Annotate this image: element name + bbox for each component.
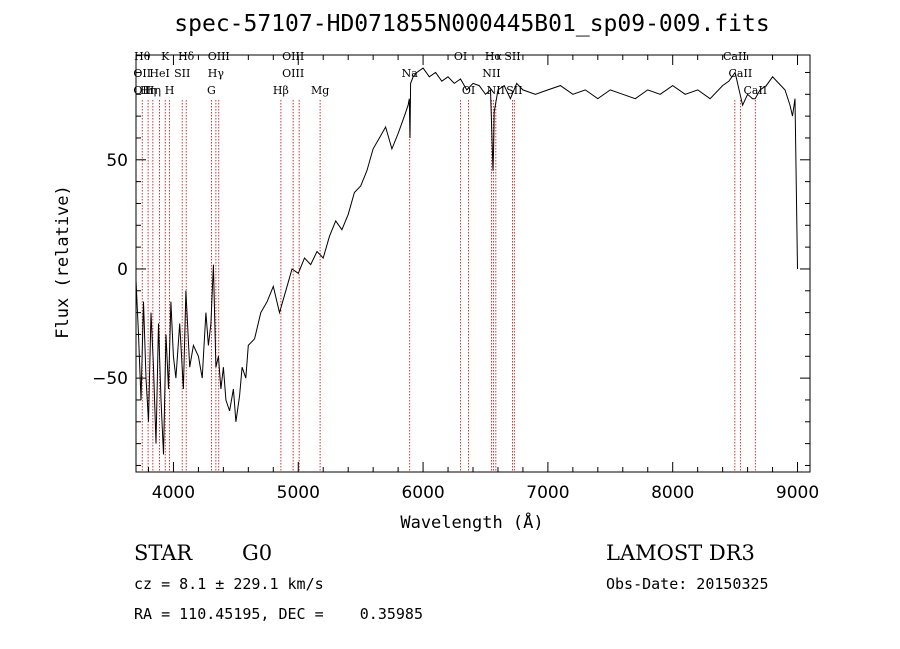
spectrum-line [135, 67, 798, 455]
marker-label: Mg [311, 84, 329, 97]
x-tick-label: 5000 [277, 483, 320, 503]
marker-label: CaII [723, 50, 747, 63]
redshift-text: cz = 8.1 ± 229.1 km/s [134, 575, 324, 593]
object-subclass: G0 [242, 541, 272, 565]
x-tick-label: 4000 [152, 483, 195, 503]
x-tick-label: 9000 [776, 483, 819, 503]
marker-label: CaII [743, 84, 767, 97]
survey-name: LAMOST DR3 [606, 541, 755, 565]
x-tick-label: 8000 [651, 483, 694, 503]
marker-label: CaII [729, 67, 753, 80]
marker-label: Hγ [208, 67, 225, 80]
marker-label: Hβ [273, 84, 289, 97]
marker-label: OIII [208, 50, 230, 63]
marker-label: H [165, 84, 175, 97]
marker-label: Hθ [134, 50, 151, 63]
marker-label: Hη [145, 84, 161, 97]
marker-label: HeI [149, 67, 169, 80]
x-axis-label: Wavelength (Å) [400, 511, 543, 533]
y-axis-label: Flux (relative) [53, 185, 73, 339]
object-class: STAR [134, 541, 193, 565]
marker-label: OI [462, 84, 475, 97]
marker-label: NII [487, 84, 505, 97]
marker-label: OIII [282, 50, 304, 63]
marker-label: Hδ [178, 50, 195, 63]
plot-frame [135, 54, 811, 473]
axis-ticks: 4000 5000 6000 7000 8000 9000 −50 0 50 [92, 55, 819, 503]
marker-label: Hα [485, 50, 503, 63]
marker-label: Na [402, 67, 419, 80]
y-tick-label: 0 [117, 260, 128, 280]
marker-label: OII [133, 84, 151, 97]
marker-label: NII [482, 67, 500, 80]
x-tick-label: 7000 [526, 483, 569, 503]
marker-label: Hη [140, 84, 156, 97]
obs-date: Obs-Date: 20150325 [606, 575, 769, 593]
marker-label: OI [454, 50, 467, 63]
emission-line-markers [141, 100, 756, 472]
marker-label: OII [133, 67, 151, 80]
y-tick-label: −50 [92, 369, 128, 389]
emission-line-labels: HθOIIOIIHηHηHeIKHSIIHδGHγOIIIHβOIIIOIIIM… [133, 50, 767, 97]
y-tick-label: 50 [106, 151, 128, 171]
marker-label: SII [504, 50, 520, 63]
marker-label: G [207, 84, 216, 97]
marker-label: OIII [282, 67, 304, 80]
marker-label: SII [174, 67, 190, 80]
marker-label: K [161, 50, 170, 63]
coordinates: RA = 110.45195, DEC = 0.35985 [134, 605, 423, 623]
chart-title: spec-57107-HD071855N000445B01_sp09-009.f… [174, 11, 769, 37]
x-tick-label: 6000 [401, 483, 444, 503]
